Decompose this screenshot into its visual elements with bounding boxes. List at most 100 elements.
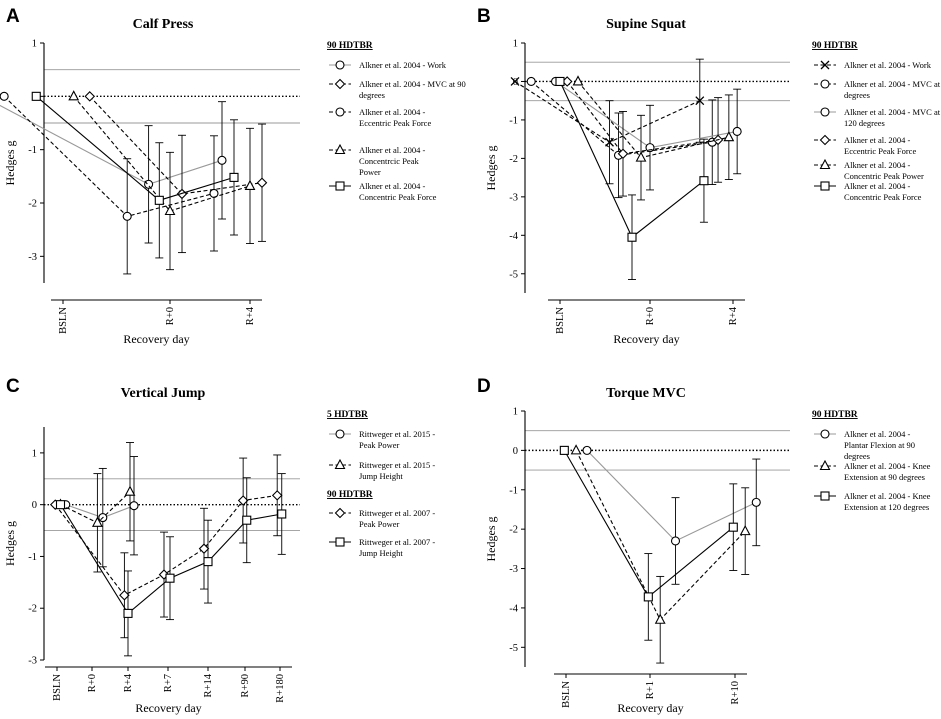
data-point bbox=[0, 91, 9, 101]
y-axis-label: Hedges g bbox=[484, 146, 498, 191]
legend-swatch-marker bbox=[334, 143, 346, 155]
chart-title: Supine Squat bbox=[606, 17, 686, 32]
series bbox=[526, 76, 717, 199]
y-tick-label: -4 bbox=[509, 231, 518, 242]
data-point bbox=[635, 151, 647, 162]
legend-entry-label: Jump Height bbox=[359, 471, 403, 481]
data-point bbox=[31, 91, 41, 101]
series-line bbox=[60, 491, 131, 524]
data-point bbox=[237, 495, 249, 506]
data-point bbox=[570, 444, 582, 455]
data-point bbox=[198, 543, 210, 554]
legend-entry-label: Extension at 120 degrees bbox=[844, 502, 929, 512]
series bbox=[559, 445, 738, 641]
panel-letter: A bbox=[6, 6, 20, 27]
series bbox=[550, 76, 742, 191]
data-point bbox=[526, 76, 536, 87]
y-tick-label: -2 bbox=[28, 199, 37, 210]
data-point bbox=[732, 126, 742, 137]
series-line bbox=[60, 504, 282, 615]
legend-entry-label: Concentrcic Peak bbox=[359, 156, 419, 166]
legend-entry-label: Eccentric Peak Force bbox=[844, 146, 916, 156]
data-point bbox=[277, 509, 287, 519]
series bbox=[555, 76, 709, 280]
legend-entry-label: Concentric Peak Force bbox=[844, 192, 922, 202]
series bbox=[570, 444, 751, 664]
panel-letter: C bbox=[6, 376, 20, 397]
data-point bbox=[256, 177, 268, 189]
data-point bbox=[68, 90, 80, 101]
series bbox=[55, 473, 287, 657]
data-point bbox=[627, 232, 637, 242]
data-point bbox=[723, 131, 735, 142]
legend-entry-label: Extension at 90 degrees bbox=[844, 472, 925, 482]
y-tick-label: -1 bbox=[509, 485, 518, 496]
series bbox=[510, 58, 705, 185]
y-tick-label: -3 bbox=[28, 252, 37, 263]
legend-entry-label: Peak Power bbox=[359, 440, 400, 450]
y-tick-label: 1 bbox=[513, 407, 518, 418]
data-point bbox=[124, 485, 136, 496]
legend-entry-label: Alkner et al. 2004 - bbox=[844, 181, 910, 191]
data-point bbox=[643, 592, 653, 602]
y-tick-label: -3 bbox=[509, 564, 518, 575]
legend-entry-label: Alkner et al. 2004 - Work bbox=[844, 60, 932, 70]
legend-entry-label: Rittweger et al. 2007 - bbox=[359, 508, 435, 518]
data-point bbox=[242, 515, 252, 525]
legend-swatch-marker bbox=[334, 507, 346, 519]
legend-heading: 90 HDTBR bbox=[812, 410, 858, 420]
y-tick-label: -1 bbox=[509, 115, 518, 126]
data-point bbox=[203, 557, 213, 567]
series bbox=[31, 91, 239, 259]
chart-title: Vertical Jump bbox=[121, 386, 206, 401]
data-point bbox=[572, 75, 584, 86]
legend: 90 HDTBR Alkner et al. 2004 - Work Alkner … bbox=[812, 41, 941, 202]
x-tick-label: R+4 bbox=[245, 306, 256, 325]
y-tick-label: 1 bbox=[513, 39, 518, 50]
panel-letter: D bbox=[477, 376, 491, 397]
x-axis-label: Recovery day bbox=[135, 701, 201, 715]
data-point bbox=[84, 91, 96, 102]
series bbox=[572, 75, 735, 201]
legend-swatch-marker bbox=[819, 134, 831, 146]
legend-entry-label: Alkner et al. 2004 - bbox=[359, 181, 425, 191]
data-point bbox=[739, 524, 751, 536]
data-point bbox=[122, 211, 132, 221]
panel-letter: B bbox=[477, 6, 491, 27]
legend-swatch-marker bbox=[335, 537, 345, 547]
data-point bbox=[55, 500, 66, 510]
legend: 90 HDTBR Alkner et al. 2004 - Work Alkner … bbox=[327, 41, 466, 202]
series bbox=[0, 101, 227, 244]
legend-heading: 90 HDTBR bbox=[327, 490, 373, 500]
x-tick-label: R+14 bbox=[203, 673, 214, 697]
x-axis-label: Recovery day bbox=[617, 701, 683, 715]
legend-swatch-marker bbox=[335, 181, 345, 191]
legend-swatch-marker bbox=[334, 458, 346, 470]
legend-entry-label: Alkner et al. 2004 - Work bbox=[359, 60, 447, 70]
x-tick-label: R+4 bbox=[123, 673, 134, 692]
legend-swatch-marker bbox=[819, 158, 831, 170]
legend-entry-label: Rittweger et al. 2007 - bbox=[359, 537, 435, 547]
data-point bbox=[510, 77, 520, 86]
legend-entry-label: Jump Height bbox=[359, 548, 403, 558]
legend-entry-label: degrees bbox=[844, 451, 870, 461]
x-tick-label: BSLN bbox=[561, 681, 572, 708]
series-line bbox=[35, 95, 235, 201]
series bbox=[84, 91, 268, 254]
legend-entry-label: Alkner et al. 2004 - bbox=[844, 135, 910, 145]
x-tick-label: R+0 bbox=[645, 307, 656, 325]
panel-D: D Torque MVC 1 0 -1 -2 -3 -4 -5 Hedges g BSLN R+1 R+… bbox=[477, 376, 931, 715]
legend-entry-label: 120 degrees bbox=[844, 118, 885, 128]
legend-entry-label: Peak Power bbox=[359, 519, 400, 529]
y-tick-label: -2 bbox=[28, 604, 37, 615]
legend-entry-label: degrees bbox=[844, 90, 870, 100]
data-point bbox=[654, 613, 666, 624]
legend-entry-label: Alkner et al. 2004 - bbox=[844, 429, 910, 439]
legend-swatch-marker bbox=[335, 107, 345, 117]
legend-heading: 5 HDTBR bbox=[327, 410, 368, 420]
series-line bbox=[73, 95, 251, 212]
x-tick-label: R+0 bbox=[87, 674, 98, 692]
legend-swatch-marker bbox=[334, 78, 346, 90]
